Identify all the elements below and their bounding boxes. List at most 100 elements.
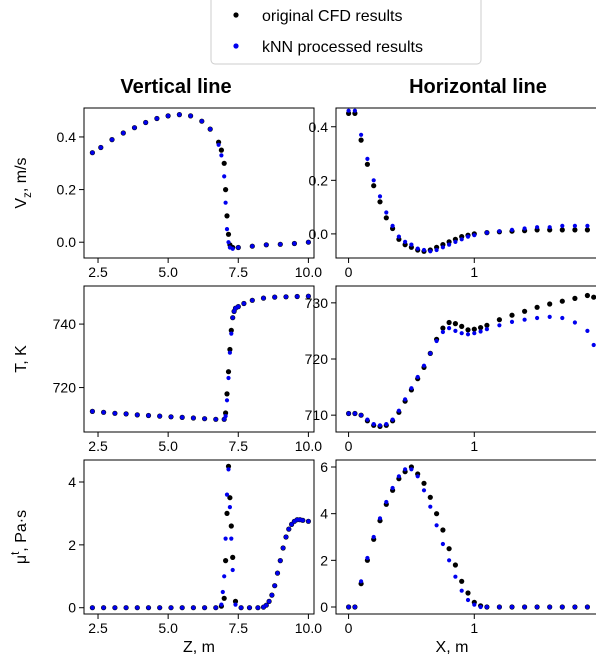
data-point (223, 558, 229, 564)
data-point (383, 215, 389, 221)
data-point (365, 555, 370, 561)
x-tick-label: 2.5 (88, 264, 108, 280)
data-point (572, 223, 578, 228)
data-point (278, 558, 283, 563)
data-point (409, 467, 414, 472)
data-point (261, 296, 266, 301)
data-point (223, 187, 229, 193)
data-point (484, 327, 489, 332)
data-point (230, 554, 236, 561)
data-point (415, 374, 420, 380)
data-point (300, 518, 305, 523)
data-point (585, 604, 590, 610)
y-tick-label: 2 (320, 552, 328, 568)
data-point (224, 391, 230, 397)
data-point (224, 227, 230, 232)
data-point (222, 574, 227, 579)
x-tick-label: 10.0 (295, 264, 322, 280)
data-point (560, 604, 565, 610)
data-point (221, 595, 227, 601)
data-point (112, 411, 117, 416)
data-point (371, 183, 377, 189)
x-tick-label: 2.5 (88, 620, 108, 636)
data-point (154, 116, 159, 121)
y-axis-label: μt, Pa·s (10, 510, 30, 564)
data-point (219, 153, 224, 158)
data-point (453, 574, 458, 579)
data-point (202, 605, 207, 610)
data-point (509, 227, 515, 232)
legend-marker-knn (233, 43, 239, 49)
data-point (409, 386, 414, 391)
data-point (289, 522, 294, 527)
data-point (219, 602, 224, 607)
data-point (292, 241, 297, 246)
panel-horizontal-row-1: 012710720730 (305, 285, 596, 454)
data-point (202, 416, 207, 421)
data-point (272, 295, 277, 300)
data-point (421, 488, 427, 493)
data-point (364, 161, 370, 167)
x-tick-label: 0 (345, 438, 353, 454)
data-point (98, 145, 103, 150)
data-point (384, 210, 389, 215)
data-point (109, 137, 115, 142)
data-point (440, 541, 445, 547)
data-point (585, 223, 590, 228)
data-point (403, 239, 408, 244)
data-points (346, 464, 591, 610)
data-point (371, 178, 376, 183)
y-tick-label: 0.2 (309, 172, 329, 188)
data-point (453, 328, 458, 333)
axes-frame (83, 459, 315, 615)
data-point (471, 326, 477, 332)
data-point (522, 226, 527, 231)
data-point (228, 523, 234, 529)
data-point (226, 375, 231, 381)
data-point (90, 150, 95, 155)
y-tick-label: 0 (320, 599, 328, 615)
data-point (384, 422, 389, 427)
data-point (229, 536, 234, 541)
series-knn (90, 467, 311, 610)
data-point (180, 605, 185, 610)
data-point (371, 422, 376, 427)
data-point (509, 604, 515, 610)
data-point (396, 474, 401, 479)
data-point (497, 323, 502, 328)
x-tick-label: 2.5 (88, 438, 108, 454)
data-point (415, 246, 420, 251)
data-point (384, 499, 389, 505)
axes-frame (335, 459, 596, 615)
x-tick-label: 7.5 (229, 264, 249, 280)
data-point (239, 605, 244, 610)
x-tick-label: 1 (470, 438, 478, 454)
data-point (572, 320, 578, 325)
y-tick-label: 720 (305, 351, 329, 367)
data-point (365, 156, 370, 161)
data-point (459, 578, 465, 584)
data-point (223, 410, 229, 416)
data-point (465, 597, 471, 603)
data-point (465, 234, 471, 239)
data-point (90, 409, 95, 414)
data-point (390, 485, 395, 491)
data-point (227, 346, 233, 353)
legend-label-knn: kNN processed results (262, 39, 423, 56)
data-point (250, 244, 255, 249)
panel-vertical-row-2: 2.5 5.0 7.5 10.0 0 2 4 μt, Pa·s Z, m (10, 459, 322, 656)
y-tick-label: 720 (53, 380, 77, 396)
data-point (295, 294, 300, 299)
data-point (223, 200, 228, 205)
x-tick-label: 7.5 (229, 438, 249, 454)
data-point (232, 598, 239, 605)
y-tick-label: 0.0 (309, 226, 329, 242)
data-point (447, 558, 452, 563)
data-point (250, 298, 255, 303)
x-tick-label: 5.0 (158, 264, 178, 280)
data-point (390, 417, 395, 422)
y-tick-label: 0.2 (57, 182, 77, 198)
y-tick-label: 4 (320, 506, 328, 522)
data-point (572, 295, 578, 301)
data-point (446, 546, 452, 552)
